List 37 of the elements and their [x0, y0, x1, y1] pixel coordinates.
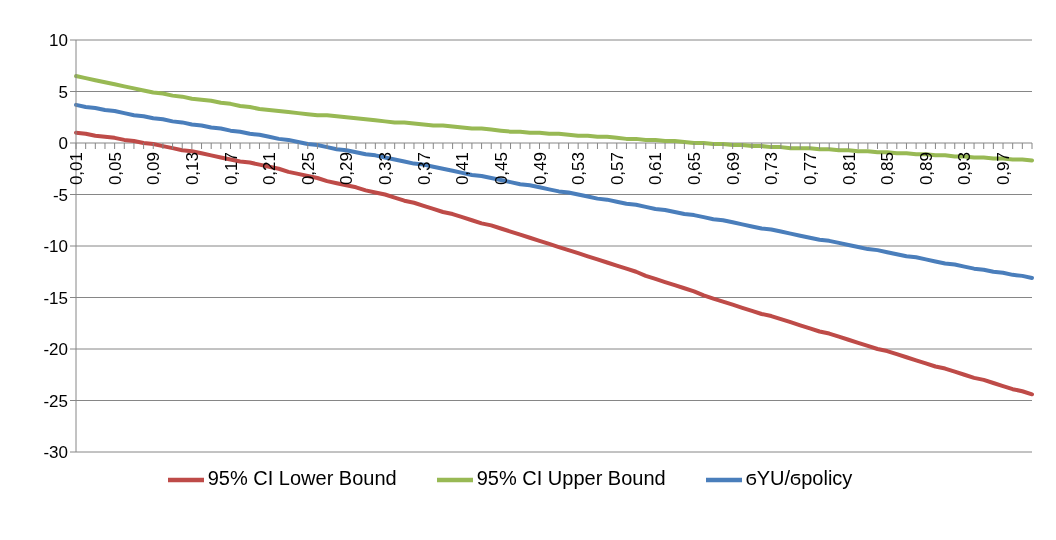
x-tick-label: 0,41 — [453, 152, 473, 186]
x-tick-label: 0,85 — [878, 152, 898, 186]
x-tick-label: 0,73 — [762, 152, 782, 186]
y-tick-label: -30 — [43, 443, 68, 463]
x-tick-label: 0,77 — [800, 152, 820, 186]
x-tick-label: 0,93 — [955, 152, 975, 186]
y-tick-label: 10 — [49, 31, 68, 51]
y-tick-label: 5 — [58, 82, 68, 102]
x-tick-label: 0,61 — [646, 152, 666, 186]
x-tick-label: 0,17 — [221, 152, 241, 186]
x-tick-label: 0,05 — [105, 152, 125, 186]
legend-label: 95% CI Lower Bound — [207, 467, 397, 490]
x-tick-label: 0,37 — [414, 152, 434, 186]
x-tick-label: 0,21 — [260, 152, 280, 186]
x-tick-label: 0,13 — [182, 152, 202, 186]
y-tick-label: -15 — [43, 288, 68, 308]
y-tick-label: -25 — [43, 391, 68, 411]
y-tick-label: 0 — [58, 134, 68, 154]
x-tick-label: 0,97 — [994, 152, 1014, 186]
x-tick-label: 0,09 — [144, 152, 164, 186]
y-tick-label: -10 — [43, 237, 68, 257]
x-tick-label: 0,69 — [723, 152, 743, 186]
x-tick-label: 0,53 — [569, 152, 589, 186]
y-tick-label: -20 — [43, 340, 68, 360]
x-tick-label: 0,81 — [839, 152, 859, 186]
legend-label: 95% CI Upper Bound — [476, 467, 666, 490]
x-tick-label: 0,29 — [337, 152, 357, 186]
x-tick-label: 0,33 — [376, 152, 396, 186]
legend-label: ϭYU/ϭpolicy — [745, 467, 853, 490]
y-tick-label: -5 — [52, 185, 68, 205]
x-tick-label: 0,65 — [685, 152, 705, 186]
x-tick-label: 0,01 — [67, 152, 86, 186]
x-tick-label: 0,25 — [298, 152, 318, 186]
x-tick-label: 0,45 — [491, 152, 511, 186]
x-tick-label: 0,89 — [916, 152, 936, 186]
x-tick-label: 0,57 — [607, 152, 627, 186]
x-tick-label: 0,49 — [530, 152, 550, 186]
